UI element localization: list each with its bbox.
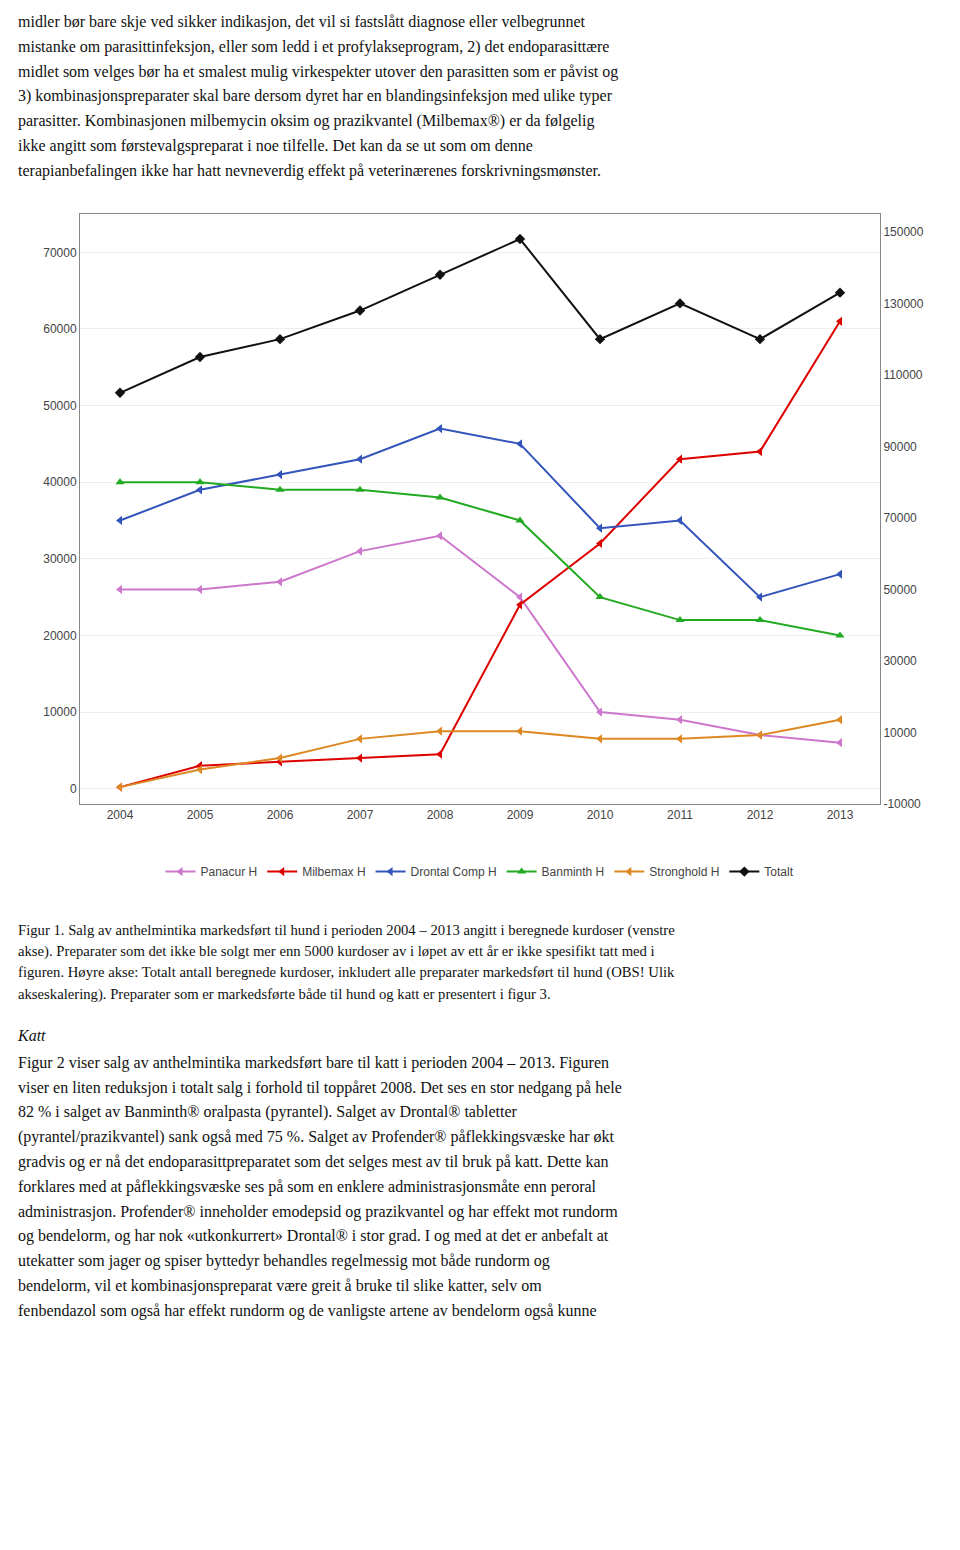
- svg-text:130000: 130000: [883, 296, 923, 310]
- svg-text:10000: 10000: [43, 705, 77, 719]
- svg-text:Totalt: Totalt: [764, 865, 793, 879]
- svg-text:0: 0: [70, 781, 77, 795]
- svg-text:Stronghold H: Stronghold H: [649, 865, 719, 879]
- svg-text:2007: 2007: [347, 808, 374, 822]
- svg-text:2012: 2012: [747, 808, 774, 822]
- svg-text:Milbemax H: Milbemax H: [302, 865, 365, 879]
- svg-text:2005: 2005: [187, 808, 214, 822]
- html-text:midler bør bare skje ved sikke: midler bør bare skje ved sikker indikasj…: [18, 13, 619, 179]
- svg-text:2009: 2009: [507, 808, 534, 822]
- svg-text:Drontal Comp H: Drontal Comp H: [411, 865, 497, 879]
- svg-text:90000: 90000: [883, 439, 917, 453]
- svg-text:40000: 40000: [43, 475, 77, 489]
- svg-text:150000: 150000: [883, 225, 923, 239]
- svg-text:20000: 20000: [43, 628, 77, 642]
- svg-text:50000: 50000: [43, 398, 77, 412]
- svg-text:2008: 2008: [427, 808, 454, 822]
- html-text:Katt: Katt: [18, 1026, 46, 1044]
- html-text:Figur 1. Salg av anthelmintika: Figur 1. Salg av anthelmintika markedsfø…: [18, 921, 675, 1002]
- html-text:Figur 2 viser salg av anthelmi: Figur 2 viser salg av anthelmintika mark…: [18, 1053, 622, 1319]
- svg-text:Panacur H: Panacur H: [201, 865, 258, 879]
- svg-text:70000: 70000: [883, 511, 917, 525]
- svg-text:60000: 60000: [43, 322, 77, 336]
- svg-text:-10000: -10000: [883, 797, 921, 811]
- svg-text:30000: 30000: [883, 654, 917, 668]
- svg-text:2010: 2010: [587, 808, 614, 822]
- svg-text:2004: 2004: [107, 808, 134, 822]
- svg-text:2006: 2006: [267, 808, 294, 822]
- svg-text:2013: 2013: [827, 808, 854, 822]
- svg-text:2011: 2011: [667, 808, 693, 822]
- svg-text:70000: 70000: [43, 245, 77, 259]
- svg-text:Banminth H: Banminth H: [542, 865, 605, 879]
- svg-text:30000: 30000: [43, 552, 77, 566]
- svg-text:110000: 110000: [883, 368, 922, 382]
- svg-text:10000: 10000: [883, 725, 917, 739]
- svg-text:50000: 50000: [883, 582, 917, 596]
